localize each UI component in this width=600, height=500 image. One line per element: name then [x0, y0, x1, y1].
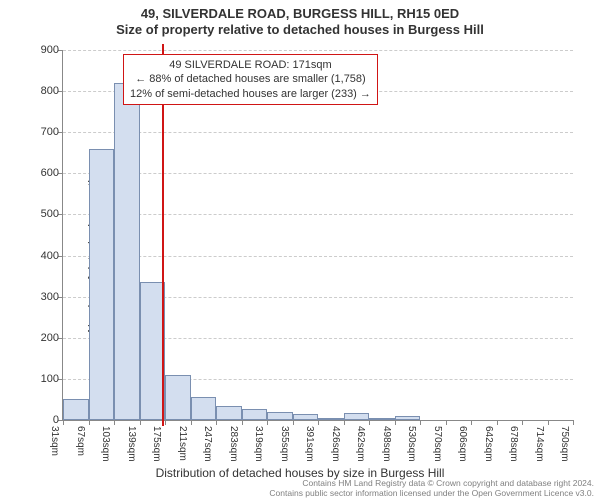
- x-tick-label: 426sqm: [330, 426, 341, 462]
- x-tick-mark: [114, 420, 115, 425]
- x-tick-mark: [140, 420, 141, 425]
- x-tick-label: 319sqm: [253, 426, 264, 462]
- annotation-line-1: 49 SILVERDALE ROAD: 171sqm: [130, 58, 371, 72]
- x-tick-label: 678sqm: [508, 426, 519, 462]
- histogram-bar: [89, 149, 115, 420]
- footer-line-1: Contains HM Land Registry data © Crown c…: [269, 478, 594, 488]
- histogram-bar: [395, 416, 421, 420]
- x-tick-mark: [548, 420, 549, 425]
- x-tick-label: 498sqm: [381, 426, 392, 462]
- title-line-2: Size of property relative to detached ho…: [0, 22, 600, 38]
- title-line-1: 49, SILVERDALE ROAD, BURGESS HILL, RH15 …: [0, 6, 600, 22]
- gridline: [63, 173, 573, 174]
- x-tick-label: 283sqm: [228, 426, 239, 462]
- annotation-box: 49 SILVERDALE ROAD: 171sqm ← 88% of deta…: [123, 54, 378, 105]
- x-tick-mark: [369, 420, 370, 425]
- y-tick-label: 700: [41, 126, 63, 138]
- y-tick-label: 600: [41, 167, 63, 179]
- y-tick-label: 500: [41, 208, 63, 220]
- histogram-bar: [293, 414, 319, 420]
- histogram-bar: [114, 83, 140, 420]
- chart-title: 49, SILVERDALE ROAD, BURGESS HILL, RH15 …: [0, 0, 600, 39]
- histogram-bar: [369, 418, 395, 420]
- x-tick-label: 247sqm: [202, 426, 213, 462]
- x-tick-mark: [522, 420, 523, 425]
- x-tick-label: 391sqm: [304, 426, 315, 462]
- x-tick-label: 570sqm: [432, 426, 443, 462]
- gridline: [63, 50, 573, 51]
- x-tick-label: 67sqm: [75, 426, 86, 456]
- annotation-line-3: 12% of semi-detached houses are larger (…: [130, 87, 371, 101]
- y-tick-label: 100: [41, 373, 63, 385]
- x-tick-label: 750sqm: [559, 426, 570, 462]
- gridline: [63, 132, 573, 133]
- y-tick-label: 400: [41, 250, 63, 262]
- x-tick-label: 31sqm: [49, 426, 60, 456]
- x-tick-mark: [573, 420, 574, 425]
- x-tick-mark: [242, 420, 243, 425]
- gridline: [63, 214, 573, 215]
- x-tick-mark: [395, 420, 396, 425]
- histogram-bar: [344, 413, 370, 420]
- histogram-bar: [191, 397, 217, 420]
- x-tick-mark: [497, 420, 498, 425]
- chart-wrap: 49, SILVERDALE ROAD, BURGESS HILL, RH15 …: [0, 0, 600, 500]
- histogram-bar: [267, 412, 293, 420]
- x-tick-mark: [446, 420, 447, 425]
- annotation-line-2: ← 88% of detached houses are smaller (1,…: [130, 72, 371, 86]
- histogram-bar: [242, 409, 268, 421]
- gridline: [63, 256, 573, 257]
- y-tick-label: 200: [41, 332, 63, 344]
- x-tick-label: 175sqm: [151, 426, 162, 462]
- x-tick-mark: [89, 420, 90, 425]
- x-tick-label: 642sqm: [483, 426, 494, 462]
- x-tick-label: 530sqm: [406, 426, 417, 462]
- plot-area: 010020030040050060070080090031sqm67sqm10…: [62, 50, 573, 421]
- x-tick-mark: [471, 420, 472, 425]
- histogram-bar: [165, 375, 191, 420]
- histogram-bar: [216, 406, 242, 420]
- y-tick-label: 900: [41, 44, 63, 56]
- x-tick-mark: [267, 420, 268, 425]
- x-tick-mark: [165, 420, 166, 425]
- x-tick-label: 103sqm: [100, 426, 111, 462]
- y-tick-label: 300: [41, 291, 63, 303]
- x-tick-mark: [420, 420, 421, 425]
- x-tick-label: 462sqm: [355, 426, 366, 462]
- footer-credits: Contains HM Land Registry data © Crown c…: [269, 478, 594, 498]
- x-tick-mark: [216, 420, 217, 425]
- x-tick-mark: [344, 420, 345, 425]
- x-tick-label: 714sqm: [534, 426, 545, 462]
- x-tick-label: 355sqm: [279, 426, 290, 462]
- y-tick-label: 800: [41, 85, 63, 97]
- histogram-bar: [63, 399, 89, 420]
- x-tick-label: 606sqm: [457, 426, 468, 462]
- x-tick-mark: [191, 420, 192, 425]
- footer-line-2: Contains public sector information licen…: [269, 488, 594, 498]
- histogram-bar: [318, 418, 344, 420]
- x-tick-mark: [318, 420, 319, 425]
- x-tick-label: 211sqm: [177, 426, 188, 461]
- x-tick-label: 139sqm: [126, 426, 137, 462]
- y-tick-label: 0: [53, 414, 63, 426]
- x-tick-mark: [63, 420, 64, 425]
- x-tick-mark: [293, 420, 294, 425]
